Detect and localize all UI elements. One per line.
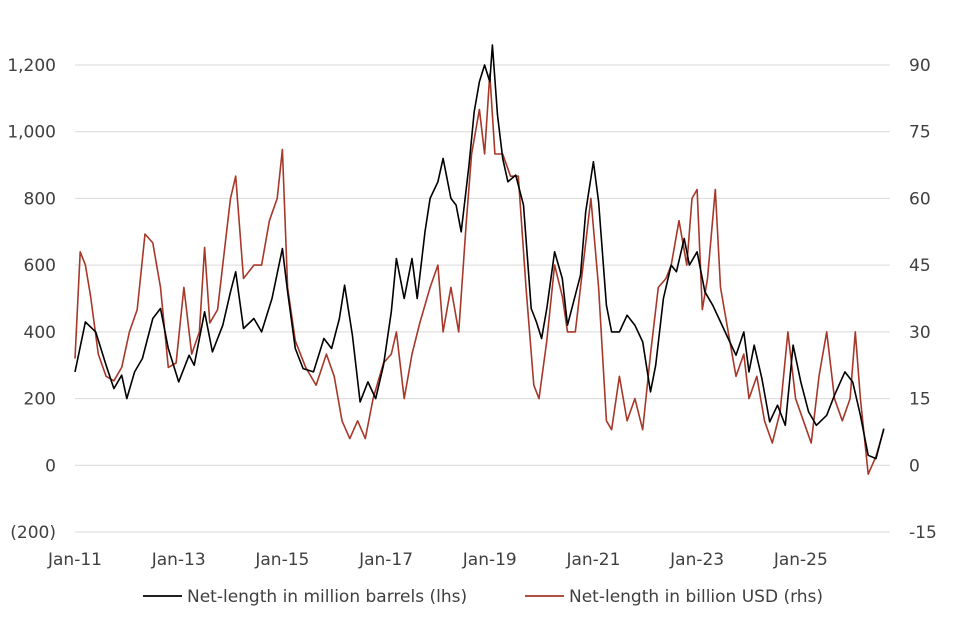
right-tick-label: 90 (909, 56, 931, 76)
left-tick-label: 400 (24, 323, 56, 343)
x-tick-label: Jan-15 (254, 550, 309, 570)
right-tick-label: 15 (909, 390, 931, 410)
right-tick-label: 0 (909, 456, 920, 476)
x-tick-label: Jan-13 (151, 550, 206, 570)
right-tick-label: 60 (909, 189, 931, 209)
x-tick-label: Jan-11 (47, 550, 102, 570)
x-tick-label: Jan-25 (773, 550, 828, 570)
right-tick-label: 30 (909, 323, 931, 343)
legend-label-barrels: Net-length in million barrels (lhs) (187, 587, 467, 607)
left-tick-label: 0 (45, 456, 56, 476)
x-tick-label: Jan-19 (462, 550, 517, 570)
legend-label-usd: Net-length in billion USD (rhs) (569, 587, 823, 607)
x-tick-label: Jan-17 (358, 550, 413, 570)
left-axis: (200) 0 200 400 600 800 1,000 1,200 (7, 56, 56, 543)
left-tick-label: 1,200 (7, 56, 56, 76)
series-line-barrels (74, 44, 885, 460)
left-tick-label: (200) (10, 523, 56, 543)
right-tick-label: -15 (909, 523, 937, 543)
left-tick-label: 1,000 (7, 123, 56, 143)
right-axis: -15 0 15 30 45 60 75 90 (909, 56, 937, 543)
plot-area (74, 44, 885, 475)
x-axis: Jan-11 Jan-13 Jan-15 Jan-17 Jan-19 Jan-21 Jan-… (47, 550, 828, 570)
left-tick-label: 200 (24, 390, 56, 410)
x-tick-label: Jan-21 (565, 550, 620, 570)
left-tick-label: 600 (24, 256, 56, 276)
x-tick-label: Jan-23 (669, 550, 724, 570)
right-tick-label: 45 (909, 256, 931, 276)
legend: Net-length in million barrels (lhs) Net-… (143, 587, 823, 607)
right-tick-label: 75 (909, 123, 931, 143)
left-tick-label: 800 (24, 189, 56, 209)
series-line-usd (74, 73, 885, 475)
